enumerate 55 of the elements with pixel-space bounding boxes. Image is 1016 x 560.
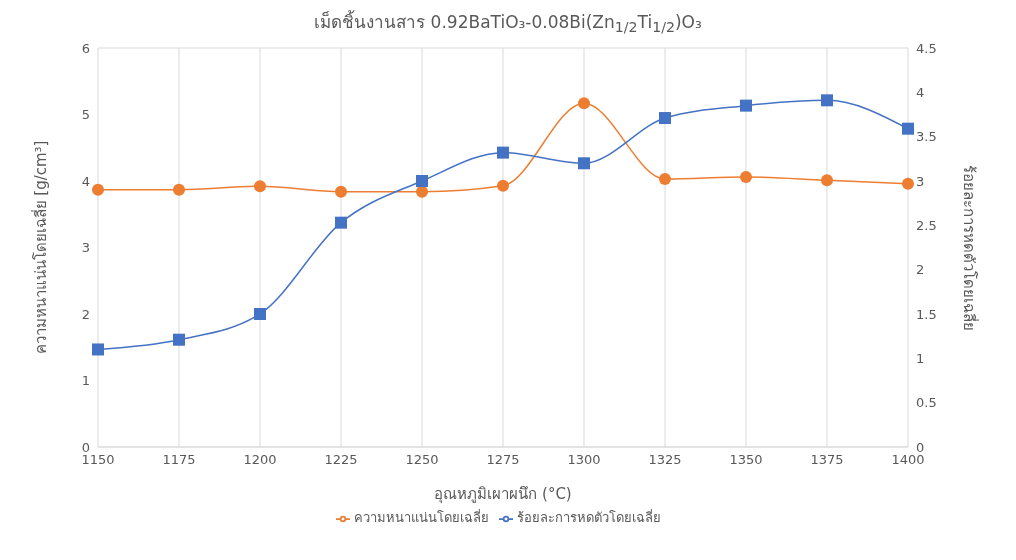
y2-tick-label: 1.5: [916, 306, 937, 322]
legend-label: ความหนาแน่นโดยเฉลี่ย: [353, 510, 489, 525]
point: [902, 177, 914, 190]
point: [578, 157, 590, 170]
x-tick-label: 1300: [567, 452, 601, 468]
x-tick-label: 1175: [162, 452, 196, 468]
point: [254, 308, 266, 320]
y2-axis-title: ร้อยละการหดตัวโดยเฉลี่ย: [960, 164, 980, 331]
x-tick-label: 1150: [81, 452, 115, 468]
y-axis-title: ความหนาแน่นโดยเฉลี่ย [g/cm³]: [30, 140, 50, 355]
x-tick-label: 1350: [729, 452, 763, 468]
x-tick-label: 1325: [648, 452, 682, 468]
point: [497, 179, 509, 192]
point: [92, 183, 104, 196]
x-tick-label: 1225: [324, 452, 358, 468]
y-tick-label: 3: [81, 240, 90, 256]
legend-label: ร้อยละการหดตัวโดยเฉลี่ย: [516, 510, 661, 525]
point: [173, 183, 185, 196]
x-tick-label: 1250: [405, 452, 439, 468]
point: [335, 216, 347, 229]
point: [821, 174, 833, 187]
point: [740, 171, 752, 184]
y2-tick-label: 0: [916, 439, 925, 455]
y2-tick-label: 3.5: [916, 129, 937, 145]
point: [173, 333, 185, 346]
y2-tick-label: 2.5: [916, 217, 937, 233]
y2-tick-label: 0.5: [916, 395, 937, 411]
y-tick-label: 1: [81, 373, 90, 389]
point: [659, 173, 671, 186]
point: [740, 99, 752, 112]
y-tick-label: 2: [81, 306, 90, 322]
y-tick-label: 4: [81, 173, 90, 189]
point: [821, 94, 833, 107]
x-axis-title: อุณหภูมิเผาผนึก (°C): [434, 485, 572, 504]
x-tick-label: 1200: [243, 452, 277, 468]
point: [578, 97, 590, 110]
y2-tick-label: 3: [916, 173, 925, 189]
point: [254, 180, 266, 193]
y-tick-label: 6: [81, 40, 90, 56]
point: [416, 175, 428, 187]
y-tick-label: 0: [81, 439, 90, 455]
chart-title: เม็ดชิ้นงานสาร 0.92BaTiO₃-0.08Bi(Zn$_{1/2}$Ti$_{1/2}$)O₃: [313, 9, 703, 38]
x-tick-label: 1275: [486, 452, 520, 468]
x-tick-label: 1400: [891, 452, 925, 468]
point: [659, 112, 671, 125]
point: [335, 185, 347, 198]
y2-tick-label: 2: [916, 262, 925, 278]
y-tick-label: 5: [81, 107, 90, 123]
y2-tick-label: 4: [916, 84, 925, 100]
point: [902, 122, 914, 135]
point: [92, 343, 104, 356]
y2-tick-label: 1: [916, 350, 925, 366]
y2-tick-label: 4.5: [916, 40, 937, 56]
point: [497, 146, 509, 159]
x-tick-label: 1375: [810, 452, 844, 468]
